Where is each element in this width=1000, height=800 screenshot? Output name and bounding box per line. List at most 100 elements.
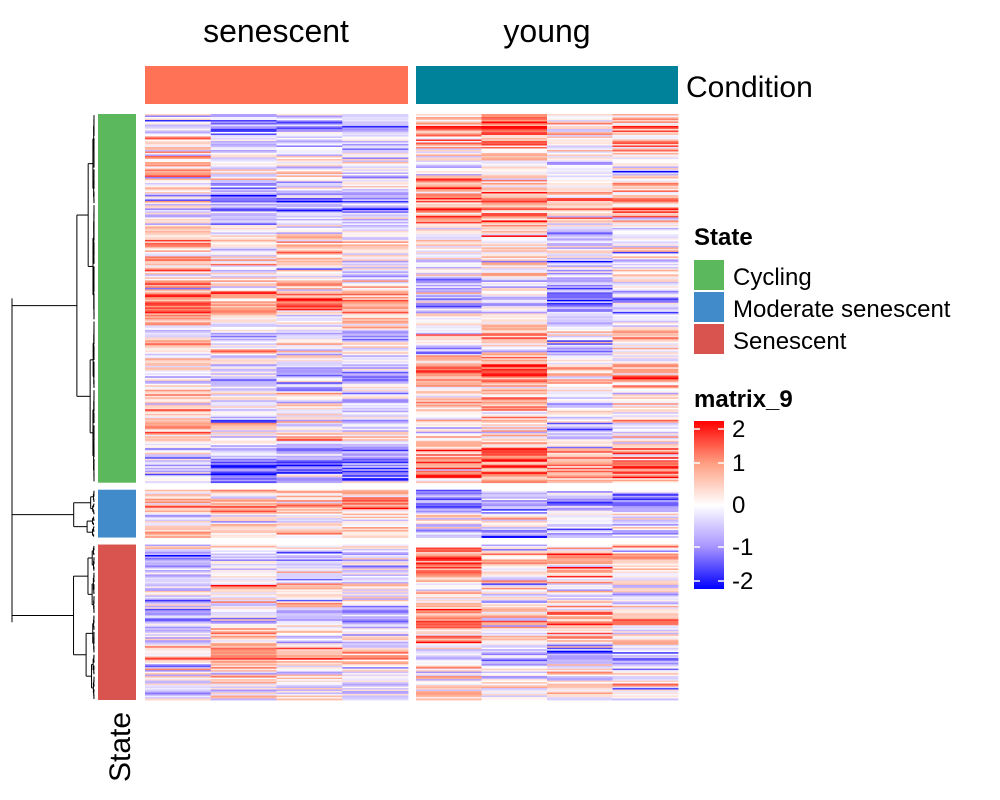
heatmap-cell bbox=[210, 238, 277, 241]
heatmap-cell bbox=[145, 464, 212, 467]
heatmap-cell bbox=[210, 509, 277, 512]
heatmap-cell bbox=[547, 583, 613, 586]
heatmap-cell bbox=[276, 430, 343, 433]
heatmap-cell bbox=[481, 352, 548, 355]
heatmap-cell bbox=[145, 489, 212, 492]
heatmap-cell bbox=[547, 581, 613, 584]
heatmap-cell bbox=[210, 128, 277, 131]
heatmap-cell bbox=[210, 518, 277, 520]
heatmap-cell bbox=[210, 229, 277, 232]
heatmap-cell bbox=[276, 472, 343, 475]
heatmap-cell bbox=[276, 559, 343, 562]
heatmap-cell bbox=[145, 409, 212, 412]
heatmap-cell bbox=[276, 439, 343, 442]
heatmap-cell bbox=[145, 388, 212, 391]
heatmap-cell bbox=[416, 476, 482, 479]
heatmap-cell bbox=[210, 563, 277, 566]
heatmap-cell bbox=[276, 319, 343, 322]
heatmap-cell bbox=[416, 665, 482, 668]
heatmap-cell bbox=[342, 367, 409, 370]
heatmap-cell bbox=[210, 311, 277, 314]
heatmap-cell bbox=[342, 181, 409, 184]
heatmap-cell bbox=[481, 386, 548, 389]
heatmap-cell bbox=[416, 184, 482, 187]
heatmap-cell bbox=[145, 176, 212, 179]
heatmap-cell bbox=[481, 206, 548, 209]
heatmap-cell bbox=[612, 415, 679, 418]
heatmap-cell bbox=[481, 350, 548, 353]
heatmap-cell bbox=[276, 290, 343, 293]
heatmap-cell bbox=[210, 694, 277, 696]
heatmap-cell bbox=[342, 668, 409, 671]
heatmap-cell bbox=[145, 358, 212, 361]
heatmap-cell bbox=[342, 689, 409, 692]
heatmap-cell bbox=[481, 293, 548, 296]
heatmap-cell bbox=[276, 530, 343, 532]
heatmap-cell bbox=[342, 650, 409, 653]
heatmap-cell bbox=[342, 292, 409, 295]
heatmap-cell bbox=[481, 151, 548, 154]
heatmap-cell bbox=[276, 400, 343, 403]
heatmap-cell bbox=[210, 489, 277, 492]
heatmap-cell bbox=[342, 310, 409, 313]
heatmap-cell bbox=[481, 403, 548, 406]
heatmap-cell bbox=[210, 185, 277, 188]
heatmap-cell bbox=[342, 325, 409, 328]
heatmap-cell bbox=[210, 590, 277, 593]
heatmap-cell bbox=[276, 343, 343, 346]
heatmap-cell bbox=[276, 347, 343, 350]
heatmap-cell bbox=[481, 365, 548, 368]
heatmap-cell bbox=[276, 118, 343, 121]
heatmap-cell bbox=[145, 178, 212, 181]
heatmap-cell bbox=[145, 120, 212, 122]
heatmap-cell bbox=[547, 194, 613, 197]
heatmap-cell bbox=[276, 395, 343, 398]
heatmap-cell bbox=[612, 170, 679, 173]
heatmap-cell bbox=[210, 205, 277, 208]
heatmap-cell bbox=[276, 211, 343, 214]
heatmap-cell bbox=[481, 152, 548, 155]
heatmap-cell bbox=[416, 154, 482, 157]
heatmap-cell bbox=[416, 140, 482, 143]
heatmap-cell bbox=[210, 382, 277, 385]
heatmap-cell bbox=[210, 200, 277, 203]
heatmap-cell bbox=[342, 643, 409, 646]
heatmap-cell bbox=[210, 224, 277, 227]
heatmap-cell bbox=[612, 692, 679, 695]
heatmap-cell bbox=[481, 652, 548, 655]
heatmap-cell bbox=[342, 519, 409, 522]
heatmap-cell bbox=[276, 268, 343, 271]
heatmap-cell bbox=[612, 649, 679, 652]
heatmap-cell bbox=[276, 352, 343, 355]
heatmap-cell bbox=[547, 217, 613, 220]
heatmap-cell bbox=[416, 643, 482, 646]
heatmap-cell bbox=[210, 629, 277, 632]
heatmap-cell bbox=[612, 389, 679, 392]
heatmap-cell bbox=[547, 461, 613, 464]
heatmap-cell bbox=[276, 314, 343, 317]
heatmap-cell bbox=[481, 328, 548, 331]
heatmap-cell bbox=[145, 510, 212, 513]
heatmap-cell bbox=[210, 148, 277, 151]
heatmap-cell bbox=[612, 247, 679, 250]
heatmap-cell bbox=[416, 278, 482, 281]
heatmap-cell bbox=[210, 571, 277, 574]
heatmap-cell bbox=[547, 115, 613, 118]
heatmap-cell bbox=[416, 221, 482, 224]
heatmap-cell bbox=[210, 154, 277, 157]
heatmap-cell bbox=[481, 565, 548, 568]
heatmap-cell bbox=[481, 157, 548, 160]
heatmap-cell bbox=[547, 223, 613, 226]
heatmap-cell bbox=[210, 188, 277, 191]
heatmap-cell bbox=[481, 397, 548, 400]
heatmap-cell bbox=[481, 475, 548, 478]
heatmap-cell bbox=[481, 175, 548, 178]
heatmap-cell bbox=[612, 220, 679, 223]
heatmap-cell bbox=[481, 694, 548, 696]
heatmap-cell bbox=[481, 217, 548, 220]
heatmap-cell bbox=[612, 317, 679, 320]
heatmap-cell bbox=[276, 218, 343, 221]
heatmap-cell bbox=[276, 166, 343, 169]
heatmap-cell bbox=[481, 277, 548, 280]
heatmap-cell bbox=[145, 329, 212, 332]
